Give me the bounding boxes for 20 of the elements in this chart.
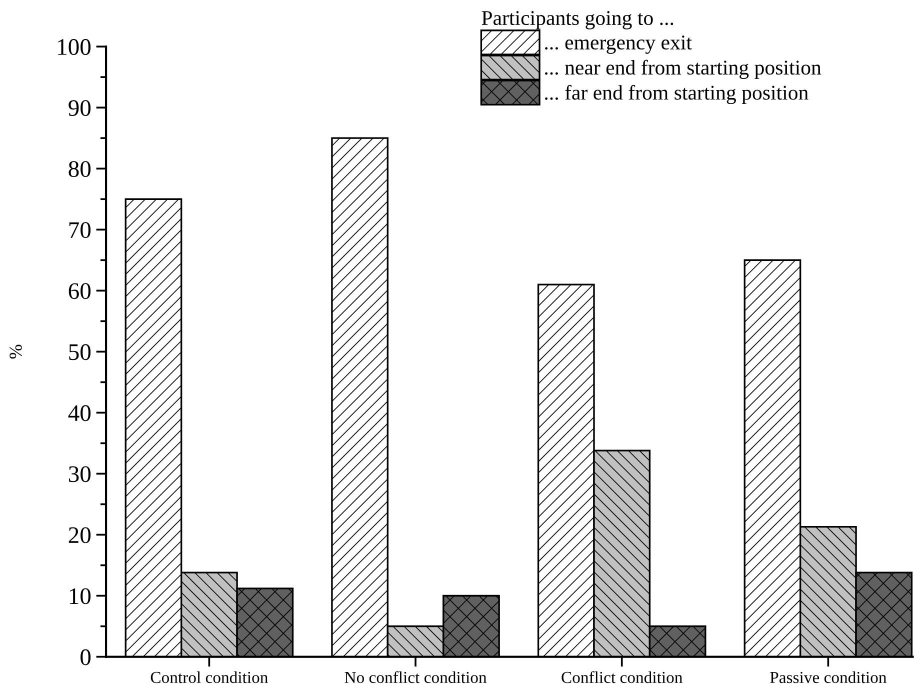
y-tick-label: 50 [69, 344, 91, 360]
y-tick-label: 20 [68, 527, 91, 544]
y-axis-title: % [10, 344, 22, 359]
legend-label: ... emergency exit [545, 36, 692, 54]
y-tick-label: 0 [80, 649, 91, 666]
y-tick-label: 40 [68, 405, 91, 422]
y-tick-label: 70 [69, 222, 91, 238]
y-tick-label: 100 [58, 39, 91, 55]
y-tick-label: 90 [68, 100, 91, 116]
x-tick-label: Passive condition [770, 671, 886, 684]
y-tick-label: 30 [68, 466, 91, 482]
legend-title: Participants going to ... [482, 11, 674, 30]
x-tick-label: Conflict condition [562, 671, 682, 684]
y-tick-label: 60 [68, 283, 91, 300]
y-tick-label: 80 [68, 161, 91, 178]
x-tick-label: Control condition [150, 671, 268, 684]
x-tick-label: No conflict condition [344, 671, 487, 684]
legend-label: ... near end from starting position [545, 60, 822, 79]
legend-label: ... far end from starting position [545, 84, 808, 104]
y-tick-label: 10 [70, 588, 91, 604]
